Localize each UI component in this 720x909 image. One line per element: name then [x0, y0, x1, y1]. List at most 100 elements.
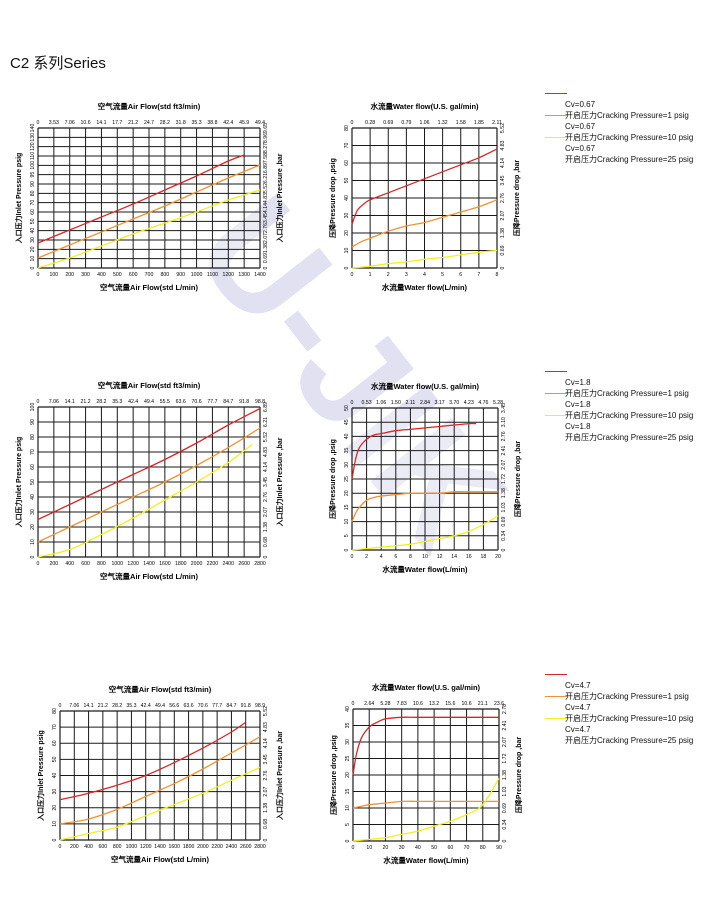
x2-tick-label: 0.28	[365, 120, 375, 126]
legend-swatch	[545, 393, 567, 394]
x2-tick-label: 1.06	[376, 400, 386, 406]
legend-entry: Cv=1.8 开启压力Cracking Pressure=10 psig	[545, 393, 694, 421]
y2-tick-label: 2.07	[263, 507, 269, 517]
x-tick-label: 400	[97, 272, 106, 278]
y2-axis-label: 入口压力Inlet Pressure ,bar	[275, 731, 284, 821]
x-tick-label: 90	[496, 845, 502, 851]
y2-tick-label: 2.07	[263, 233, 269, 243]
x2-tick-label: 70.6	[198, 703, 208, 709]
x2-tick-label: 49.4	[155, 703, 165, 709]
x-tick-label: 800	[113, 844, 122, 850]
x2-tick-label: 3.17	[435, 400, 445, 406]
x2-tick-label: 7.06	[65, 120, 75, 126]
x-tick-label: 2	[387, 272, 390, 278]
y-tick-label: 80	[30, 434, 36, 440]
y2-tick-label: 2.07	[501, 460, 507, 470]
x2-tick-label: 42.4	[223, 120, 233, 126]
x-tick-label: 0	[59, 844, 62, 850]
x-tick-label: 50	[431, 845, 437, 851]
y-tick-label: 40	[344, 195, 350, 201]
y-tick-label: 80	[52, 708, 58, 714]
y-tick-label: 30	[30, 237, 36, 243]
y-tick-label: 10	[344, 519, 350, 525]
x-tick-label: 600	[99, 844, 108, 850]
y2-tick-label: 9.65	[263, 123, 269, 133]
x2-tick-label: 49.4	[144, 399, 154, 405]
y-tick-label: 0	[30, 555, 36, 558]
y-tick-label: 70	[52, 724, 58, 730]
x2-tick-label: 2.11	[406, 400, 416, 406]
y-tick-label: 90	[30, 181, 36, 187]
y2-tick-label: 0	[263, 555, 269, 558]
y2-tick-label: 3.45	[263, 477, 269, 487]
y-tick-label: 60	[52, 740, 58, 746]
y-tick-label: 0	[52, 838, 58, 841]
x2-tick-label: 42.4	[128, 399, 138, 405]
y-tick-label: 95	[30, 172, 36, 178]
y2-tick-label: 3.45	[500, 175, 506, 185]
y-axis-label: 压降Pressure drop ,psig	[328, 158, 337, 238]
series-line-3	[59, 766, 261, 841]
legend-cv: Cv=1.8	[565, 400, 591, 409]
y2-tick-label: 1.72	[502, 753, 508, 763]
y2-tick-label: 4.14	[263, 203, 269, 213]
x-tick-label: 20	[495, 554, 501, 560]
y-tick-label: 20	[345, 772, 351, 778]
legend-entry: Cv=4.7 开启压力Cracking Pressure=10 psig	[545, 696, 693, 724]
series-line-1	[37, 407, 261, 521]
x-tick-label: 400	[84, 844, 93, 850]
legend-label: 开启压力Cracking Pressure=1 psig	[565, 389, 689, 398]
x2-tick-label: 21.2	[81, 399, 91, 405]
legend-swatch	[545, 371, 567, 372]
x-tick-label: 0	[351, 554, 354, 560]
y2-tick-label: 0.34	[501, 531, 507, 541]
y2-tick-label: 0	[500, 266, 506, 269]
x2-tick-label: 28.2	[112, 703, 122, 709]
x2-tick-label: 5.28	[380, 701, 390, 707]
y2-tick-label: 6.89	[263, 402, 269, 412]
x2-tick-label: 21.2	[128, 120, 138, 126]
y-tick-label: 0	[344, 266, 350, 269]
x-tick-label: 6	[459, 272, 462, 278]
x-tick-label: 1	[369, 272, 372, 278]
y2-tick-label: 0.69	[501, 516, 507, 526]
x2-tick-label: 98.9	[255, 703, 265, 709]
y-tick-label: 5	[345, 823, 351, 826]
x-tick-label: 800	[161, 272, 170, 278]
legend-label: 开启压力Cracking Pressure=10 psig	[565, 411, 694, 420]
x2-tick-label: 4.76	[478, 400, 488, 406]
x-axis-label: 空气流量Air Flow(std L/min)	[111, 854, 209, 864]
x2-tick-label: 63.6	[184, 703, 194, 709]
y-tick-label: 10	[344, 248, 350, 254]
x-tick-label: 7	[477, 272, 480, 278]
series-line-2	[351, 199, 498, 248]
series-line-1	[37, 154, 245, 244]
legend-label: 开启压力Cracking Pressure=1 psig	[565, 111, 689, 120]
x-tick-label: 1000	[112, 561, 124, 567]
y2-tick-label: 6.21	[263, 173, 269, 183]
y2-tick-label: 3.45	[263, 754, 269, 764]
series-line-1	[351, 148, 498, 225]
x2-tick-label: 21.1	[478, 701, 488, 707]
y2-tick-label: 3.45	[501, 403, 507, 413]
y2-tick-label: 1.38	[263, 243, 269, 253]
legend-cv: Cv=0.67	[565, 144, 596, 153]
legend-swatch	[545, 93, 567, 94]
x2-tick-label: 0.69	[383, 120, 393, 126]
x2-tick-label: 49.4	[255, 120, 265, 126]
x2-tick-label: 0	[351, 120, 354, 126]
x-tick-label: 2400	[223, 561, 235, 567]
y-axis-label: 入口压力Inlet Pressure psig	[14, 437, 23, 529]
y2-tick-label: 1.03	[502, 786, 508, 796]
x-tick-label: 0	[37, 561, 40, 567]
y2-tick-label: 3.45	[263, 213, 269, 223]
y-tick-label: 120	[30, 142, 36, 151]
y-tick-label: 20	[30, 246, 36, 252]
y-tick-label: 35	[344, 448, 350, 454]
legend-cv: Cv=4.7	[565, 703, 591, 712]
y-tick-label: 0	[344, 548, 350, 551]
y2-tick-label: 2.76	[263, 223, 269, 233]
x-tick-label: 1400	[143, 561, 155, 567]
x2-tick-label: 0	[37, 399, 40, 405]
y2-tick-label: 0.69	[500, 245, 506, 255]
